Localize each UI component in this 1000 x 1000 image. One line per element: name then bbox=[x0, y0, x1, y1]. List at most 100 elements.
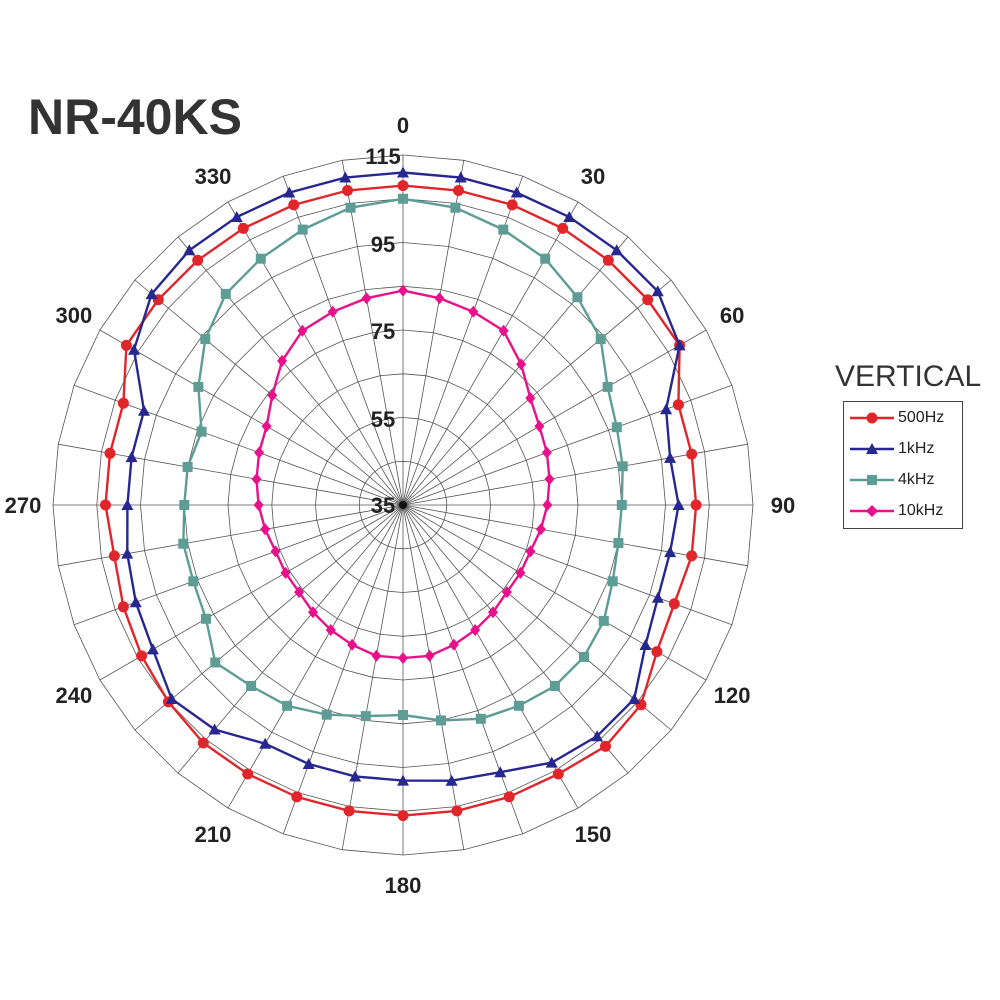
data-point bbox=[145, 288, 158, 300]
data-point bbox=[563, 211, 576, 223]
legend-label: 1kHz bbox=[898, 440, 935, 457]
data-point bbox=[267, 389, 278, 402]
data-point bbox=[673, 339, 686, 351]
data-point bbox=[436, 715, 446, 726]
data-point bbox=[397, 180, 409, 192]
data-point bbox=[197, 737, 209, 749]
grid-spoke bbox=[402, 504, 733, 626]
data-point bbox=[398, 710, 408, 720]
radial-tick-label: 95 bbox=[371, 232, 395, 257]
data-point bbox=[598, 615, 609, 626]
data-point bbox=[165, 693, 178, 705]
grid-spoke bbox=[402, 236, 629, 506]
data-point bbox=[193, 381, 204, 392]
data-point bbox=[121, 547, 134, 559]
data-point bbox=[179, 500, 190, 510]
data-point bbox=[501, 586, 512, 599]
data-point bbox=[664, 451, 677, 463]
data-point bbox=[468, 305, 479, 318]
data-point bbox=[498, 324, 509, 337]
data-point bbox=[282, 700, 293, 711]
data-point bbox=[136, 650, 148, 662]
data-point bbox=[498, 224, 509, 235]
data-point bbox=[453, 185, 464, 196]
data-point bbox=[302, 758, 315, 770]
data-point bbox=[371, 649, 382, 662]
angle-label: 210 bbox=[195, 822, 232, 847]
angle-label: 150 bbox=[575, 822, 612, 847]
data-point bbox=[434, 292, 445, 305]
data-point bbox=[345, 202, 356, 213]
data-point bbox=[549, 681, 560, 691]
data-point bbox=[494, 766, 507, 778]
data-point bbox=[639, 639, 652, 650]
data-point bbox=[503, 791, 515, 803]
angle-label: 270 bbox=[5, 493, 42, 518]
data-point bbox=[525, 392, 536, 405]
data-point bbox=[398, 284, 408, 297]
data-point bbox=[121, 499, 134, 510]
data-point bbox=[572, 292, 583, 303]
data-point bbox=[230, 211, 243, 223]
data-point bbox=[616, 500, 627, 510]
data-point bbox=[534, 420, 545, 433]
legend-label: 4kHz bbox=[898, 471, 935, 488]
data-point bbox=[690, 499, 702, 511]
data-point bbox=[361, 292, 372, 305]
grid-spoke bbox=[402, 279, 672, 506]
data-point bbox=[651, 646, 663, 658]
chart-title: NR-40KS bbox=[28, 89, 242, 145]
data-point bbox=[342, 185, 353, 196]
data-point bbox=[246, 681, 257, 691]
legend-item-1khz: 1kHz bbox=[844, 435, 962, 463]
data-point bbox=[397, 166, 409, 178]
data-point bbox=[188, 576, 199, 587]
data-point bbox=[210, 657, 221, 668]
data-point bbox=[349, 770, 362, 782]
legend-item-10khz: 10kHz bbox=[844, 497, 962, 525]
radial-tick-label: 115 bbox=[365, 144, 401, 169]
grid-spoke bbox=[177, 236, 404, 506]
angle-label: 120 bbox=[714, 683, 751, 708]
data-point bbox=[347, 638, 358, 651]
data-point bbox=[277, 354, 288, 367]
center-point bbox=[399, 501, 407, 509]
data-point bbox=[220, 288, 231, 299]
data-point bbox=[343, 805, 355, 817]
data-point bbox=[642, 294, 654, 306]
angle-label: 240 bbox=[56, 683, 93, 708]
data-point bbox=[475, 713, 486, 724]
data-point bbox=[137, 404, 150, 416]
data-point bbox=[192, 254, 204, 266]
data-point bbox=[108, 550, 120, 562]
grid-spoke bbox=[402, 504, 465, 850]
data-point bbox=[288, 199, 300, 211]
data-point bbox=[398, 652, 408, 665]
data-point bbox=[196, 426, 207, 437]
data-point bbox=[542, 499, 553, 511]
data-point bbox=[283, 186, 296, 198]
grid-spoke bbox=[227, 201, 404, 506]
data-point bbox=[610, 244, 623, 256]
data-point bbox=[544, 473, 555, 486]
data-point bbox=[182, 462, 193, 472]
grid-spoke bbox=[341, 504, 404, 850]
data-point bbox=[628, 693, 641, 705]
data-point bbox=[208, 723, 221, 735]
data-point bbox=[445, 774, 458, 786]
data-point bbox=[146, 643, 159, 655]
data-point bbox=[125, 451, 138, 463]
data-point bbox=[255, 253, 266, 264]
data-point bbox=[117, 397, 129, 409]
data-point bbox=[127, 343, 140, 355]
radial-tick-label: 55 bbox=[371, 407, 395, 432]
legend-item-500hz: 500Hz bbox=[844, 404, 962, 432]
grid-spoke bbox=[402, 160, 465, 506]
data-point bbox=[297, 224, 308, 235]
series-line-1khz bbox=[126, 171, 681, 782]
data-point bbox=[651, 591, 664, 603]
data-point bbox=[451, 805, 463, 817]
data-point bbox=[117, 601, 129, 613]
data-point bbox=[535, 523, 546, 536]
